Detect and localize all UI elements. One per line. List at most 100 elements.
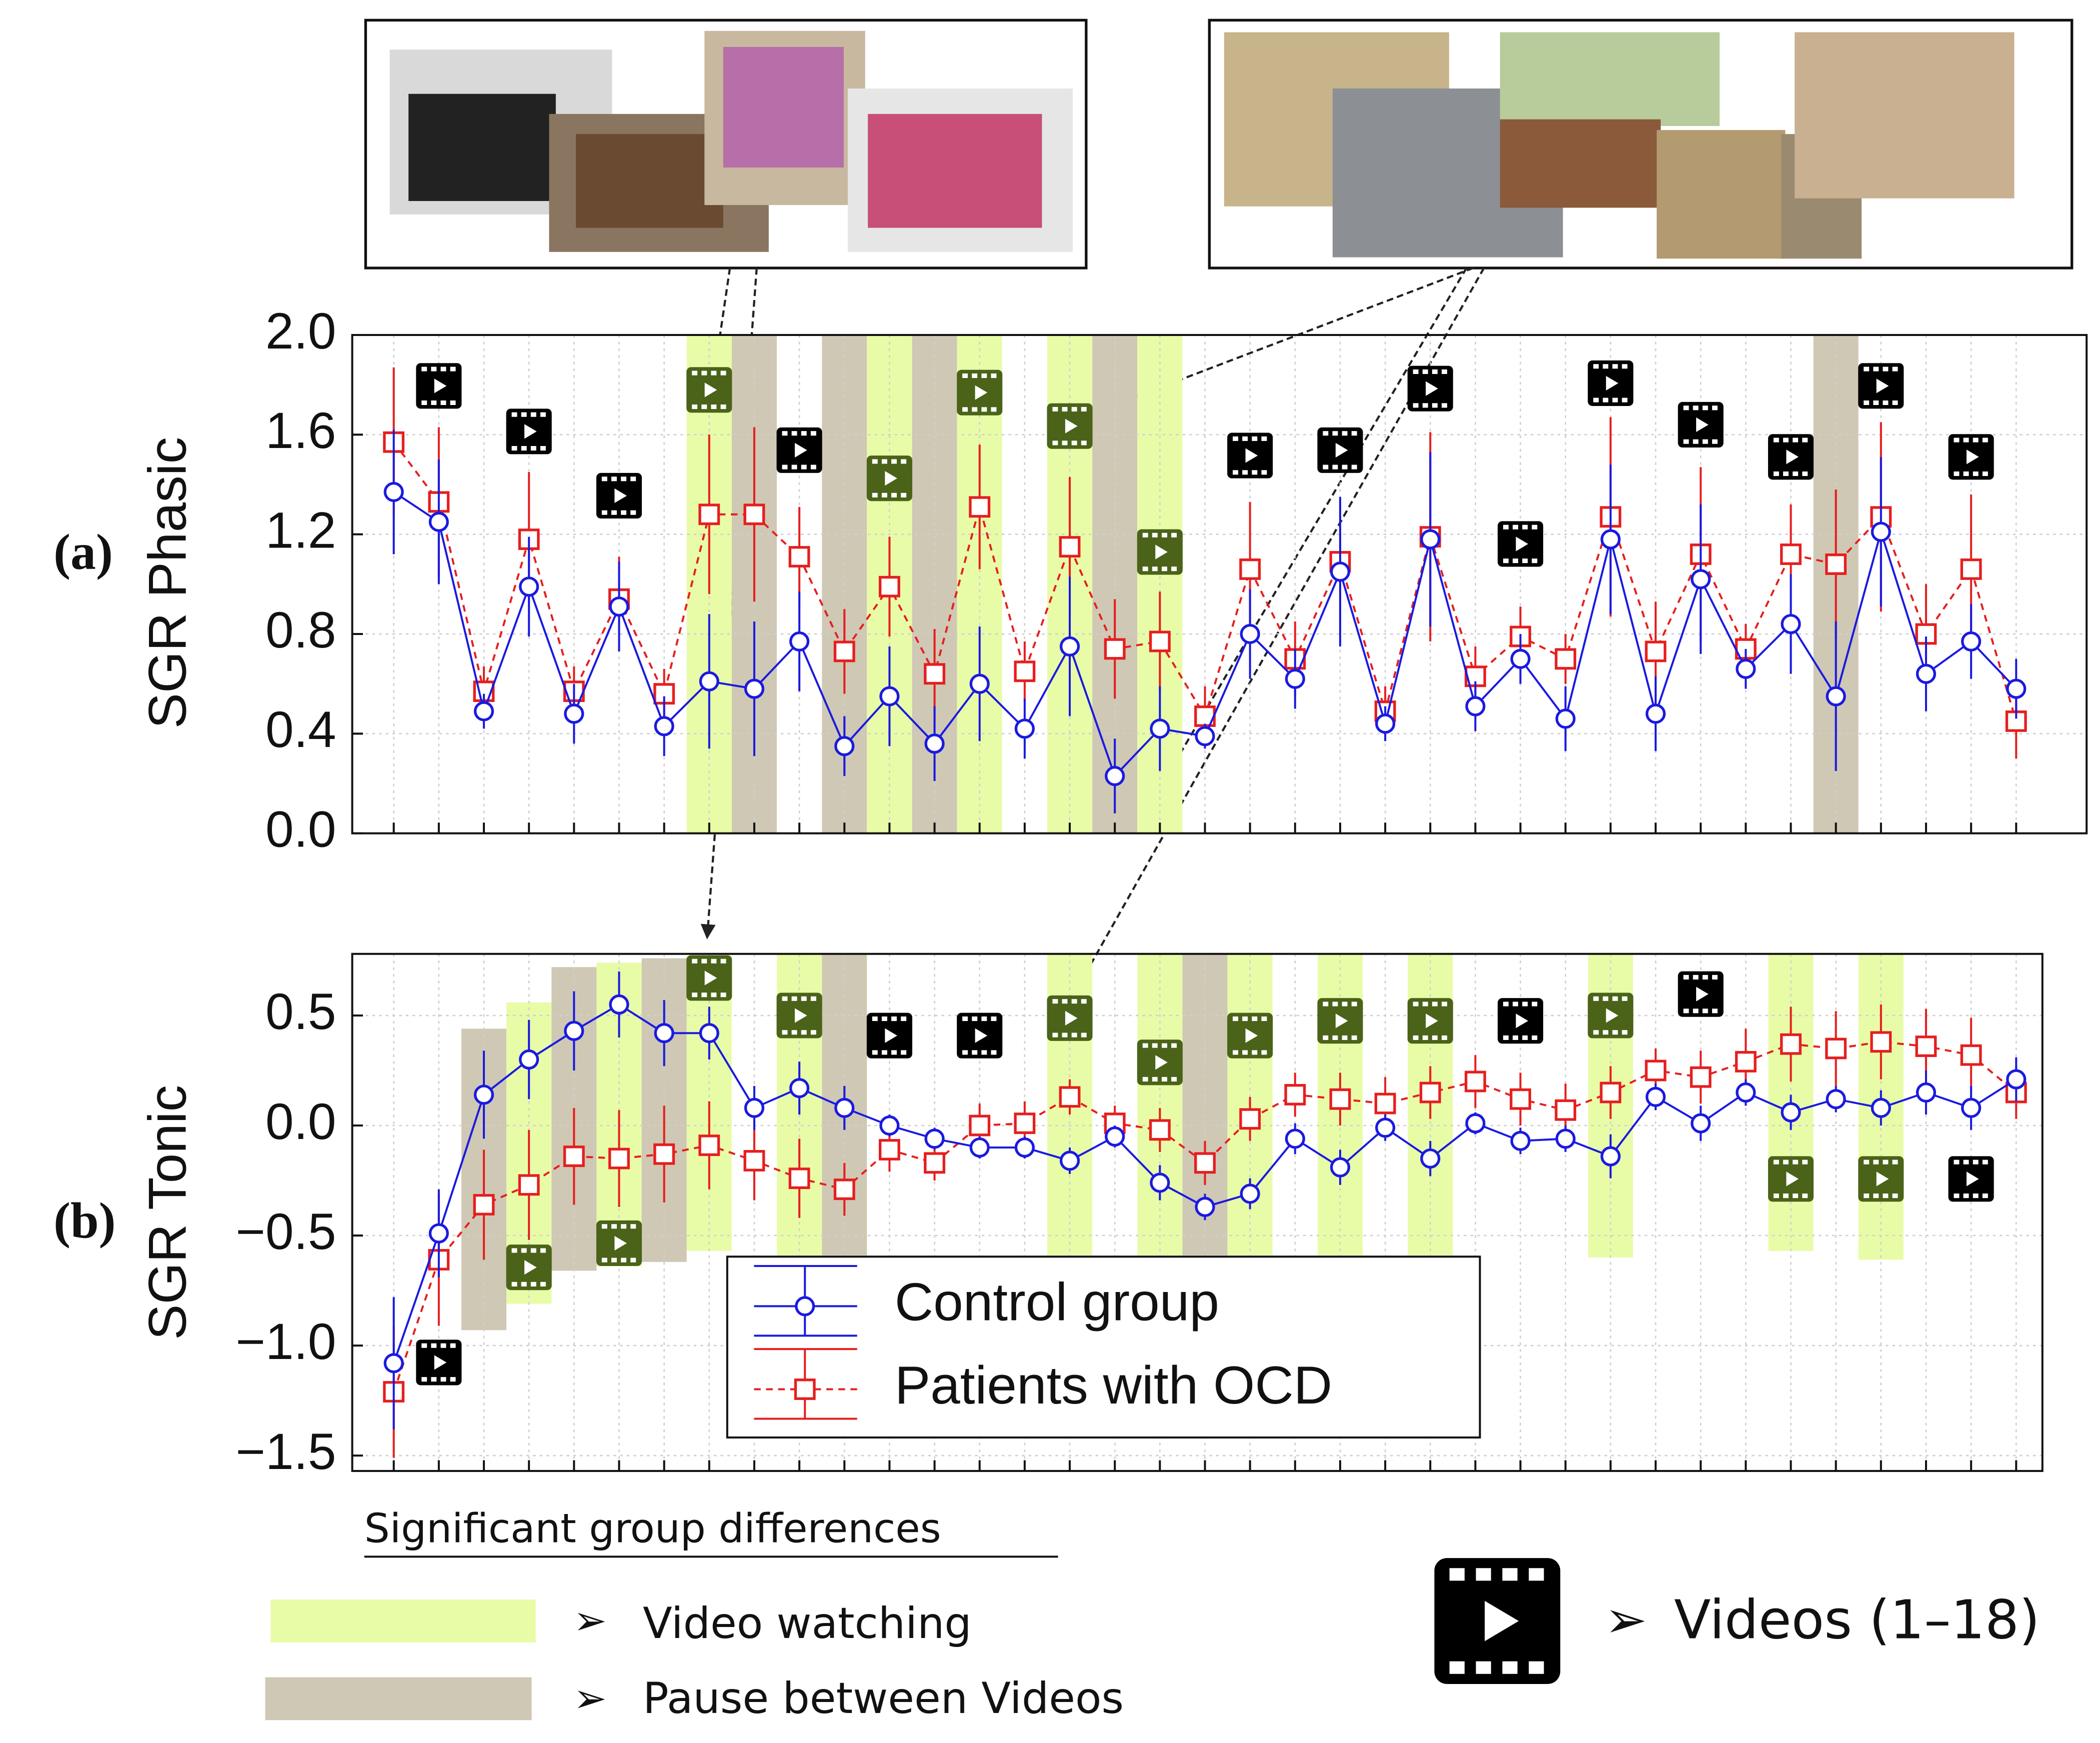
icon-hole [881,459,887,464]
icon-hole [1712,406,1718,410]
y-tick-label: −1.5 [236,1423,336,1480]
icon-hole [1242,1016,1248,1022]
data-point [1960,558,1982,580]
data-point [1555,708,1576,729]
icon-hole [810,431,816,436]
icon-hole [1522,524,1528,530]
icon-hole [511,446,517,451]
icon-hole [1052,999,1058,1004]
video-icon [1227,432,1273,478]
icon-hole [421,400,427,406]
icon-hole [791,464,797,470]
icon-hole [450,400,456,406]
icon-hole [991,373,997,378]
icon-hole [1422,1035,1428,1040]
icon-play [1696,417,1709,432]
data-point [1149,630,1171,652]
photo-panel-right [1208,18,2074,270]
video-icon [957,370,1003,416]
icon-play [885,471,897,486]
icon-hole [891,459,897,464]
icon-play [1426,381,1438,396]
icon-hole [782,996,788,1001]
video-icon [866,456,912,502]
icon-hole [511,1248,517,1253]
data-point [699,1023,719,1044]
y-tick-label: 0.0 [265,801,336,858]
data-point [654,716,674,736]
data-point [1510,1088,1532,1110]
data-point [1195,1196,1215,1217]
icon-hole [1413,1002,1419,1006]
icon-hole [1062,440,1068,446]
icon-hole [1963,1160,1969,1164]
icon-hole [1793,1160,1799,1164]
icon-hole [1503,558,1509,564]
y-tick-label: −0.5 [236,1203,336,1260]
icon-hole [1252,436,1258,441]
icon-play [1876,378,1889,394]
data-point [1825,1038,1847,1060]
icon-hole [1963,1194,1969,1198]
data-point [924,734,945,754]
icon-hole [1152,1043,1158,1048]
icon-hole [521,446,527,451]
icon-hole [540,1248,546,1253]
data-point [1105,1126,1125,1147]
data-point [1149,1119,1171,1141]
icon-hole [1793,1194,1799,1198]
data-point [1600,1146,1621,1166]
icon-hole [1502,1661,1518,1674]
icon-hole [1802,438,1808,442]
data-point [1780,1033,1802,1055]
icon-hole [872,492,878,498]
video-icon [1227,1012,1273,1058]
icon-hole [1532,1002,1538,1006]
icon-hole [1683,1008,1689,1014]
icon-hole [972,1050,978,1055]
icon-hole [1503,524,1509,530]
icon-play [434,378,447,394]
icon-play [1335,1014,1348,1028]
icon-hole [1332,1002,1338,1006]
icon-hole [810,464,816,470]
data-point [1059,1150,1080,1171]
video-icon [776,427,822,473]
icon-hole [601,510,607,515]
plot-frame [351,952,2044,1472]
data-point [1781,614,1801,634]
icon-hole [1351,464,1357,470]
data-point [1555,648,1577,670]
icon-hole [782,1030,788,1035]
video-icon [1498,998,1544,1044]
y-tick-label: 0.8 [265,602,336,658]
icon-hole [782,431,788,436]
icon-play [1967,1172,1979,1186]
icon-hole [1142,532,1148,538]
icon-hole [901,492,907,498]
data-point [879,686,900,706]
icon-hole [1502,1568,1518,1581]
data-point [1825,554,1847,575]
icon-hole [440,1343,446,1348]
icon-hole [1883,366,1889,372]
icon-hole [962,373,968,378]
icon-hole [1323,1002,1329,1006]
icon-hole [711,370,717,376]
icon-hole [1332,431,1338,436]
data-point [428,1223,449,1244]
icon-play [1606,376,1619,391]
legend-label: Control group [895,1272,1219,1332]
icon-hole [1071,1032,1077,1038]
icon-hole [1071,999,1077,1004]
icon-hole [1603,364,1609,369]
icon-hole [810,996,816,1001]
data-point [1781,1102,1801,1122]
icon-hole [1171,532,1177,538]
icon-hole [1233,470,1238,475]
icon-hole [1982,1160,1988,1164]
icon-play [1245,448,1258,463]
video-icon [1678,971,1724,1017]
video-icon [776,992,822,1038]
icon-hole [1323,1035,1329,1040]
